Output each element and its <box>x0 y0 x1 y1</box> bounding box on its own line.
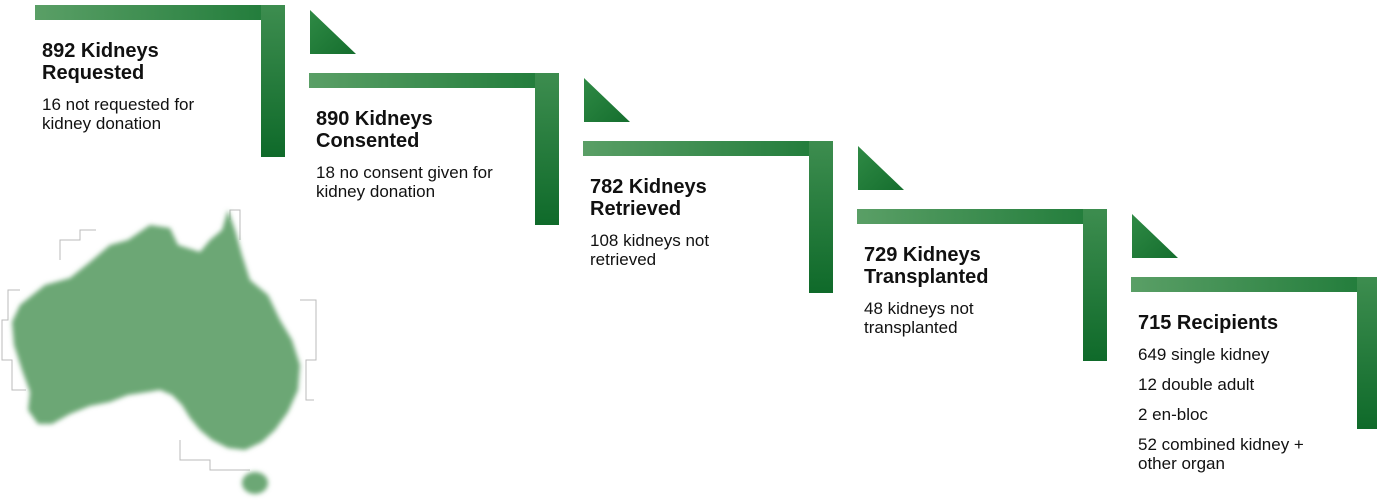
step-detail: 108 kidneys not retrieved <box>590 231 710 269</box>
step-title: 715 Recipients <box>1138 312 1279 334</box>
step-arrow <box>584 78 630 122</box>
step-detail: 649 single kidney <box>1138 345 1270 364</box>
step-detail: 18 no consent given for kidney donation <box>316 163 493 201</box>
step-detail: 2 en-bloc <box>1138 405 1208 424</box>
step-bar <box>809 141 833 293</box>
step-detail: 52 combined kidney + other organ <box>1138 435 1304 473</box>
step-bar <box>583 141 833 156</box>
step-bar <box>535 73 559 225</box>
step-bar <box>1083 209 1107 361</box>
step-title: 729 Kidneys Transplanted <box>864 244 989 288</box>
step-bar <box>857 209 1107 224</box>
step-bar <box>35 5 285 20</box>
step-arrow <box>1132 214 1178 258</box>
step-arrow <box>858 146 904 190</box>
step-detail: 12 double adult <box>1138 375 1255 394</box>
step-title: 892 Kidneys Requested <box>42 40 159 84</box>
australia-map <box>1 209 317 494</box>
step-title: 782 Kidneys Retrieved <box>590 176 707 220</box>
step-bar <box>309 73 559 88</box>
step-arrow <box>310 10 356 54</box>
step-detail: 48 kidneys not transplanted <box>864 299 974 337</box>
step-detail: 16 not requested for kidney donation <box>42 95 195 133</box>
step-bar <box>1357 277 1377 429</box>
step-title: 890 Kidneys Consented <box>316 108 433 152</box>
step-bar <box>1131 277 1377 292</box>
step-bar <box>261 5 285 157</box>
